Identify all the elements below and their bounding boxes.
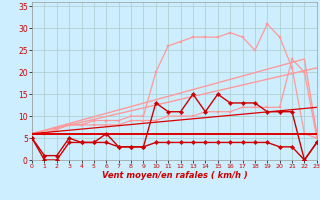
X-axis label: Vent moyen/en rafales ( km/h ): Vent moyen/en rafales ( km/h )	[101, 171, 247, 180]
